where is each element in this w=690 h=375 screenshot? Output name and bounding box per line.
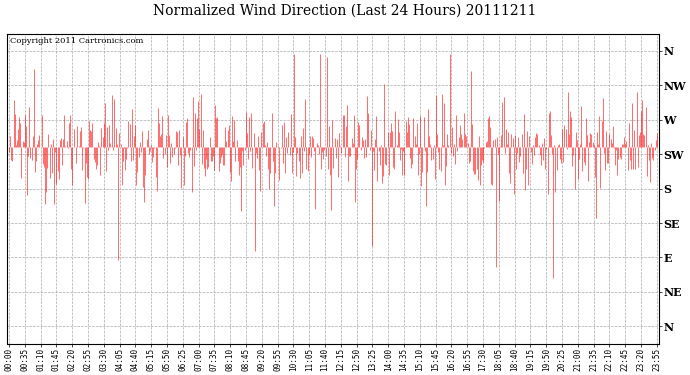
Text: Normalized Wind Direction (Last 24 Hours) 20111211: Normalized Wind Direction (Last 24 Hours… [153,4,537,18]
Text: Copyright 2011 Cartronics.com: Copyright 2011 Cartronics.com [10,37,144,45]
